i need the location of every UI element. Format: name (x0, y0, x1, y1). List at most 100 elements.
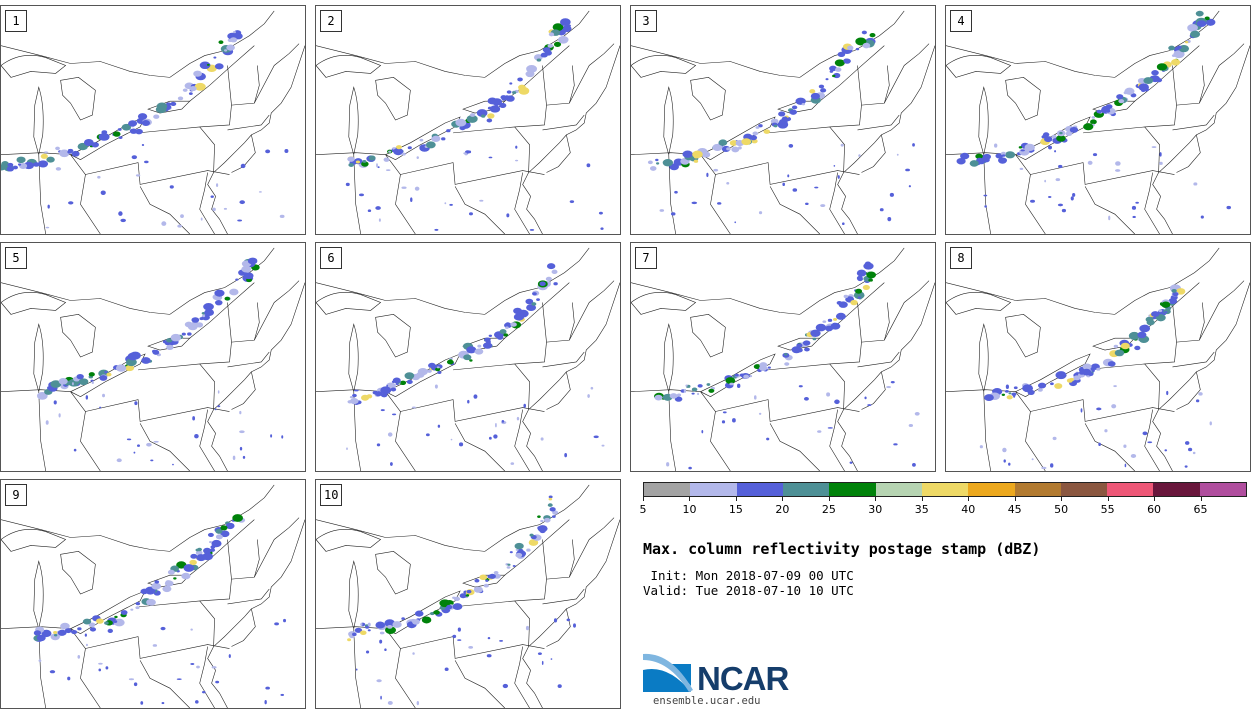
map-outline (768, 363, 845, 410)
reflectivity-cell (190, 662, 195, 665)
reflectivity-cell (379, 631, 385, 635)
reflectivity-cell (1128, 331, 1140, 340)
colorbar-tick-label: 10 (682, 503, 697, 516)
reflectivity-cell (125, 365, 135, 372)
map-outline (453, 600, 530, 647)
map-outline (569, 280, 615, 341)
map-outline (231, 65, 260, 106)
reflectivity-cell (509, 551, 513, 554)
reflectivity-cell (487, 574, 494, 579)
map-outline (946, 389, 1046, 471)
reflectivity-cell (510, 462, 515, 465)
reflectivity-cell (697, 392, 700, 396)
reflectivity-cell (164, 580, 174, 587)
reflectivity-cell (133, 682, 138, 687)
map-outline (983, 391, 991, 471)
reflectivity-cell (121, 123, 132, 131)
map-outline (528, 519, 620, 647)
map-outline (231, 134, 256, 173)
reflectivity-cell (412, 652, 415, 655)
reflectivity-cell (383, 157, 390, 162)
reflectivity-cell (77, 654, 81, 659)
reflectivity-cell (161, 701, 165, 705)
reflectivity-cell (1137, 331, 1147, 339)
reflectivity-cell (858, 154, 861, 157)
map-outline (60, 314, 96, 358)
map-outline (861, 65, 890, 106)
reflectivity-cell (77, 627, 82, 631)
reflectivity-cell (141, 143, 145, 146)
reflectivity-cell (1168, 298, 1178, 305)
reflectivity-cell (509, 82, 513, 85)
reflectivity-cell (1184, 40, 1189, 44)
reflectivity-cell (60, 622, 70, 630)
map-outline (690, 314, 726, 358)
reflectivity-cell (118, 136, 123, 140)
reflectivity-cell (388, 150, 392, 153)
reflectivity-cell (125, 358, 137, 367)
base-map (1, 247, 305, 471)
reflectivity-cell (513, 313, 525, 321)
reflectivity-cell (53, 400, 57, 405)
reflectivity-cell (68, 201, 74, 205)
map-outline (504, 519, 570, 576)
reflectivity-cell (1116, 94, 1124, 100)
reflectivity-cell (7, 162, 14, 168)
reflectivity-cell (512, 91, 517, 95)
reflectivity-cell (868, 278, 873, 282)
map-outline (663, 86, 674, 155)
reflectivity-cell (763, 129, 771, 134)
reflectivity-cell (33, 630, 42, 636)
colorbar-tick-label: 15 (728, 503, 743, 516)
reflectivity-cell (479, 574, 488, 581)
map-outline (837, 409, 858, 471)
reflectivity-cell (914, 412, 920, 416)
reflectivity-cell (867, 404, 872, 406)
reflectivity-cell (458, 442, 464, 447)
map-outline (715, 399, 860, 422)
reflectivity-cell (457, 639, 462, 641)
reflectivity-cell (693, 159, 699, 163)
map-outline (348, 86, 359, 155)
reflectivity-cell (488, 436, 492, 440)
map-outline (199, 409, 215, 471)
reflectivity-cell (499, 102, 507, 109)
reflectivity-cell (499, 329, 507, 335)
panel-number: 4 (950, 10, 972, 32)
reflectivity-cell (566, 618, 571, 622)
reflectivity-cell (1161, 301, 1171, 308)
reflectivity-cell (1087, 160, 1093, 165)
map-outline (769, 186, 820, 234)
map-outline (546, 608, 571, 647)
reflectivity-cell (507, 563, 511, 566)
reflectivity-cell (141, 120, 151, 126)
reflectivity-cell (126, 438, 132, 441)
reflectivity-cell (365, 625, 370, 629)
reflectivity-cell (758, 211, 763, 215)
map-outline (231, 302, 260, 343)
colorbar-swatch (829, 483, 876, 496)
reflectivity-cell (654, 394, 663, 401)
reflectivity-cell (1135, 201, 1139, 204)
reflectivity-cell (1172, 292, 1179, 297)
reflectivity-cell (741, 138, 752, 146)
reflectivity-cell (553, 618, 558, 623)
reflectivity-cell (467, 399, 470, 404)
reflectivity-cell (817, 430, 822, 433)
map-outline (699, 116, 776, 160)
reflectivity-cell (1176, 45, 1182, 50)
reflectivity-cell (1050, 382, 1054, 386)
reflectivity-cell (102, 136, 107, 140)
reflectivity-cell (504, 95, 509, 98)
reflectivity-cell (518, 84, 526, 91)
reflectivity-cell (38, 659, 42, 662)
reflectivity-cell (820, 88, 827, 93)
map-outline (254, 517, 300, 578)
reflectivity-cell (1200, 215, 1204, 219)
reflectivity-cell (517, 548, 524, 554)
base-map (316, 484, 620, 708)
reflectivity-cell (117, 128, 122, 131)
map-outline (1, 55, 67, 78)
reflectivity-cell (199, 61, 211, 70)
reflectivity-cell (1037, 388, 1043, 392)
